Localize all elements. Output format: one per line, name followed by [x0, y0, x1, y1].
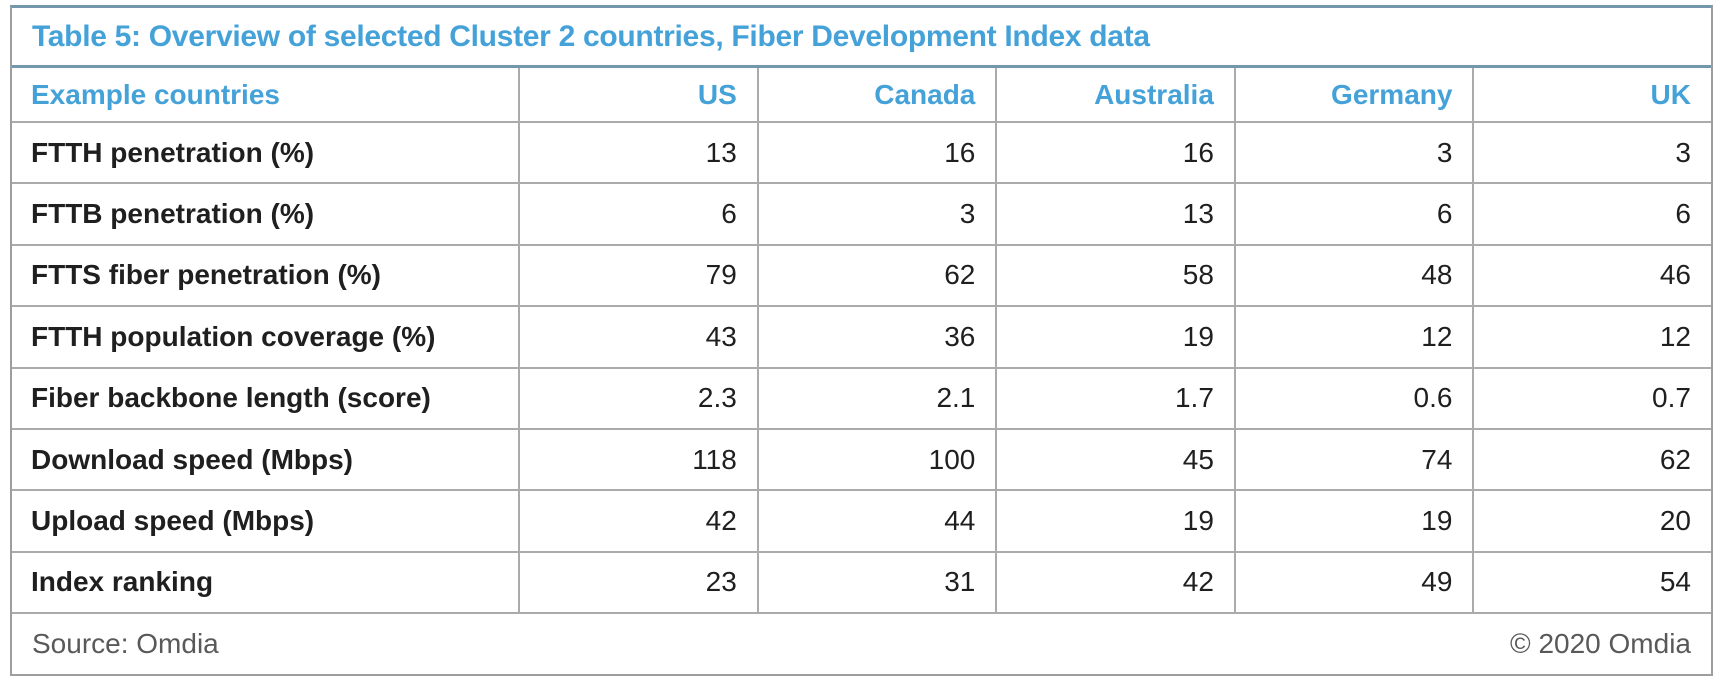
cell-uk: 46	[1472, 245, 1711, 306]
cell-us: 6	[518, 184, 757, 244]
row-label: FTTH population coverage (%)	[31, 320, 436, 352]
cell-germany: 74	[1233, 429, 1473, 490]
row-label: Upload speed (Mbps)	[31, 504, 315, 536]
table-row-fiber-backbone-length: Fiber backbone length (score) 2.3 2.1 1.…	[12, 368, 1711, 430]
cell-canada: 3	[756, 184, 996, 244]
cell-us: 2.3	[518, 368, 757, 428]
cell-canada: 31	[756, 552, 996, 612]
header-example-countries: Example countries	[31, 78, 280, 110]
table-row-ftts-fiber-penetration: FTTS fiber penetration (%) 79 62 58 48 4…	[12, 245, 1711, 308]
cell-australia: 16	[995, 123, 1234, 183]
table-header-row: Example countries US Canada Australia Ge…	[12, 68, 1711, 123]
cell-canada: 36	[756, 307, 996, 367]
cell-germany: 19	[1233, 491, 1473, 551]
row-label: FTTH penetration (%)	[31, 136, 315, 168]
row-label: Download speed (Mbps)	[31, 443, 353, 475]
table-footer: Source: Omdia © 2020 Omdia	[12, 614, 1711, 674]
cell-australia: 42	[995, 552, 1234, 612]
cell-australia: 58	[995, 245, 1234, 306]
cell-uk: 62	[1472, 429, 1711, 490]
cell-germany: 48	[1233, 245, 1473, 306]
cell-canada: 100	[756, 429, 996, 490]
table-row-fttb-penetration: FTTB penetration (%) 6 3 13 6 6	[12, 184, 1711, 246]
header-germany: Germany	[1233, 68, 1473, 121]
row-label: Fiber backbone length (score)	[31, 382, 431, 414]
cell-australia: 45	[995, 429, 1234, 490]
cell-us: 13	[518, 123, 757, 183]
header-australia: Australia	[995, 68, 1234, 121]
cell-germany: 0.6	[1233, 368, 1473, 428]
cell-australia: 19	[995, 307, 1234, 367]
data-table: Table 5: Overview of selected Cluster 2 …	[10, 5, 1713, 676]
header-us: US	[518, 68, 757, 121]
table-title: Table 5: Overview of selected Cluster 2 …	[12, 8, 1711, 68]
table-row-ftth-population-coverage: FTTH population coverage (%) 43 36 19 12…	[12, 307, 1711, 369]
table-row-upload-speed: Upload speed (Mbps) 42 44 19 19 20	[12, 491, 1711, 553]
cell-australia: 19	[995, 491, 1234, 551]
source-note: Source: Omdia	[32, 628, 219, 659]
cell-australia: 1.7	[995, 368, 1234, 428]
cell-us: 79	[518, 245, 757, 306]
cell-us: 42	[518, 491, 757, 551]
cell-uk: 6	[1472, 184, 1711, 244]
cell-germany: 6	[1233, 184, 1473, 244]
cell-australia: 13	[995, 184, 1234, 244]
header-uk: UK	[1472, 68, 1711, 121]
cell-canada: 2.1	[756, 368, 996, 428]
cell-uk: 12	[1472, 307, 1711, 367]
cell-germany: 12	[1233, 307, 1473, 367]
cell-uk: 54	[1472, 552, 1711, 612]
cell-germany: 49	[1233, 552, 1473, 612]
row-label: FTTS fiber penetration (%)	[31, 259, 381, 291]
cell-us: 118	[518, 429, 757, 490]
cell-uk: 0.7	[1472, 368, 1711, 428]
cell-us: 43	[518, 307, 757, 367]
table-row-ftth-penetration: FTTH penetration (%) 13 16 16 3 3	[12, 123, 1711, 185]
table-row-index-ranking: Index ranking 23 31 42 49 54	[12, 552, 1711, 614]
row-label: FTTB penetration (%)	[31, 198, 315, 230]
cell-canada: 16	[756, 123, 996, 183]
row-label: Index ranking	[31, 566, 214, 598]
cell-canada: 62	[756, 245, 996, 306]
cell-us: 23	[518, 552, 757, 612]
copyright-note: © 2020 Omdia	[1510, 628, 1691, 659]
header-canada: Canada	[756, 68, 996, 121]
cell-uk: 3	[1472, 123, 1711, 183]
cell-uk: 20	[1472, 491, 1711, 551]
cell-germany: 3	[1233, 123, 1473, 183]
table-row-download-speed: Download speed (Mbps) 118 100 45 74 62	[12, 429, 1711, 492]
cell-canada: 44	[756, 491, 996, 551]
